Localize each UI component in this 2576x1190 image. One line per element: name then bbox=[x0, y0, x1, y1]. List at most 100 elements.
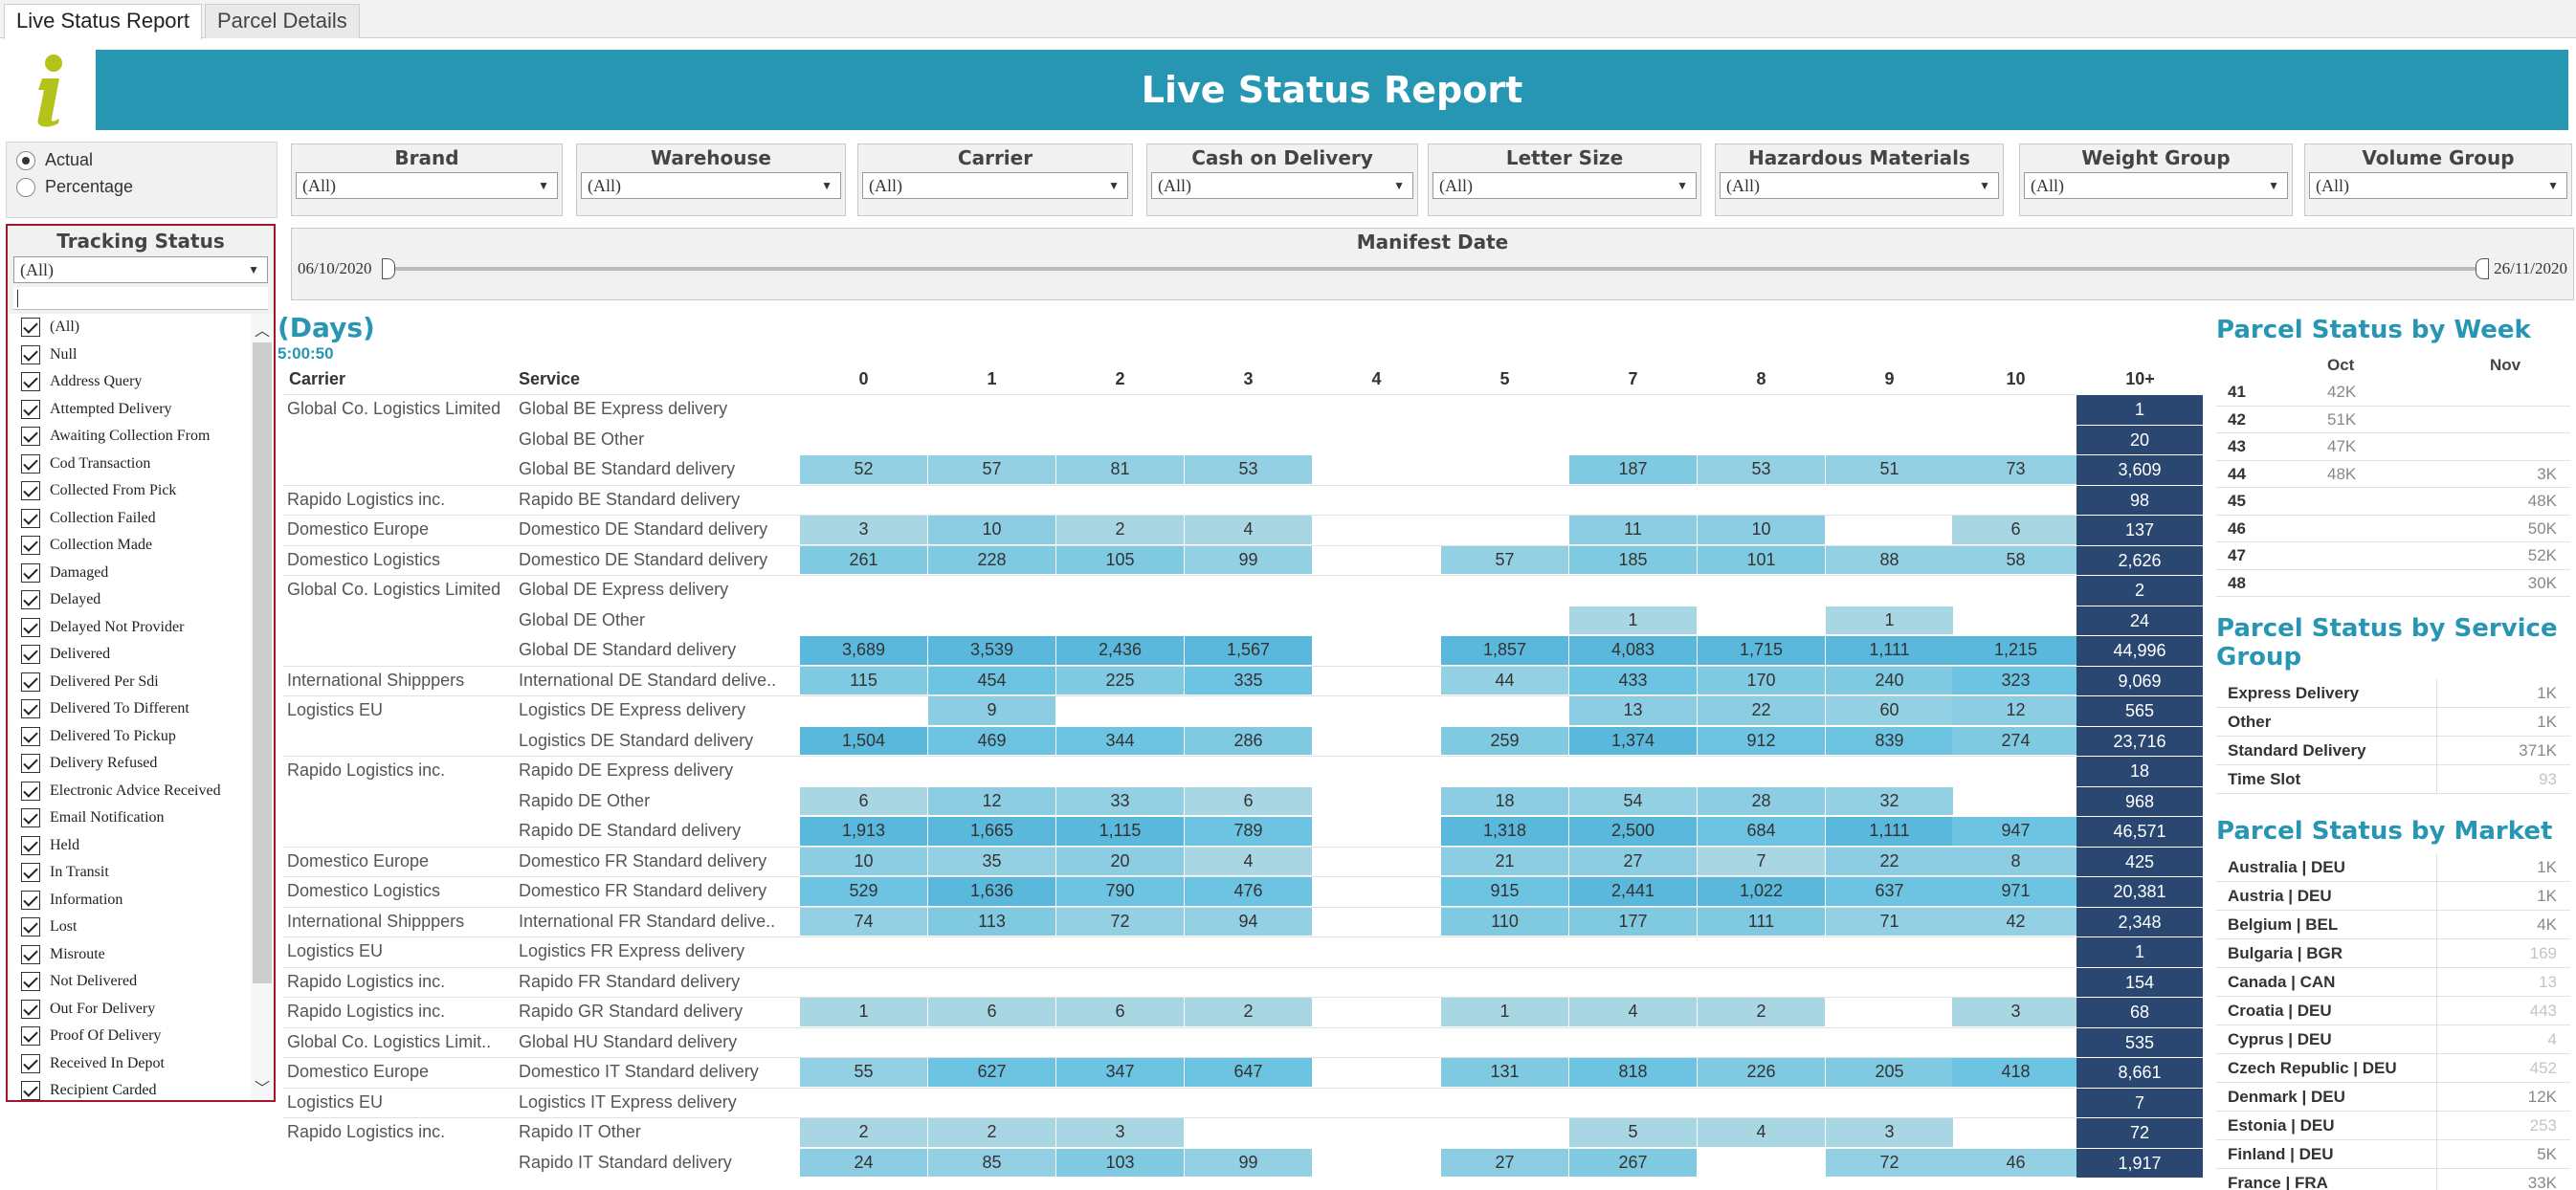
checkbox-checked-icon[interactable] bbox=[21, 481, 40, 501]
day-count-cell[interactable]: 18 bbox=[1441, 786, 1568, 815]
day-count-cell[interactable] bbox=[1569, 757, 1697, 785]
day-count-cell[interactable]: 110 bbox=[1441, 907, 1568, 936]
day-count-cell[interactable] bbox=[1313, 696, 1440, 725]
day-count-cell[interactable] bbox=[1952, 968, 2079, 997]
day-count-cell[interactable]: 85 bbox=[928, 1148, 1055, 1177]
day-count-cell[interactable]: 20 bbox=[1056, 847, 1184, 875]
day-count-cell[interactable] bbox=[1952, 757, 2079, 785]
day-count-cell[interactable]: 4 bbox=[1698, 1118, 1825, 1147]
tracking-status-option[interactable]: Held bbox=[10, 832, 251, 860]
checkbox-checked-icon[interactable] bbox=[21, 617, 40, 637]
day-count-cell[interactable]: 8 bbox=[1952, 847, 2079, 875]
day-count-cell[interactable] bbox=[1313, 1028, 1440, 1057]
day-count-cell[interactable]: 177 bbox=[1569, 907, 1697, 936]
week-nov-value[interactable]: 52K bbox=[2527, 546, 2557, 564]
day-count-cell[interactable] bbox=[1826, 576, 1953, 605]
day-count-cell[interactable]: 52 bbox=[800, 455, 927, 484]
day-count-cell[interactable]: 476 bbox=[1185, 877, 1312, 906]
day-count-cell[interactable] bbox=[1056, 1089, 1184, 1117]
day-count-cell[interactable]: 2 bbox=[1698, 998, 1825, 1026]
day-count-cell[interactable] bbox=[1698, 576, 1825, 605]
day-count-cell[interactable]: 529 bbox=[800, 877, 927, 906]
total-10plus-cell[interactable]: 1,917 bbox=[2076, 1148, 2203, 1178]
day-count-cell[interactable]: 105 bbox=[1056, 545, 1184, 574]
checkbox-checked-icon[interactable] bbox=[21, 453, 40, 474]
day-count-cell[interactable]: 42 bbox=[1952, 907, 2079, 936]
day-count-cell[interactable]: 1 bbox=[1826, 606, 1953, 634]
day-count-cell[interactable]: 1,111 bbox=[1826, 636, 1953, 665]
day-count-cell[interactable] bbox=[1313, 667, 1440, 695]
day-count-cell[interactable]: 9 bbox=[928, 696, 1055, 725]
day-count-cell[interactable]: 57 bbox=[928, 455, 1055, 484]
day-count-cell[interactable] bbox=[1826, 486, 1953, 515]
tracking-status-option[interactable]: Delayed Not Provider bbox=[10, 614, 251, 642]
day-count-cell[interactable]: 46 bbox=[1952, 1148, 2079, 1177]
total-10plus-cell[interactable]: 2 bbox=[2076, 576, 2203, 606]
day-count-cell[interactable] bbox=[1313, 817, 1440, 846]
day-count-cell[interactable]: 469 bbox=[928, 726, 1055, 755]
day-count-cell[interactable] bbox=[928, 426, 1055, 454]
day-count-cell[interactable] bbox=[1441, 606, 1568, 635]
day-count-cell[interactable]: 185 bbox=[1569, 545, 1697, 574]
day-count-cell[interactable]: 44 bbox=[1441, 666, 1568, 694]
checkbox-checked-icon[interactable] bbox=[21, 835, 40, 855]
day-count-cell[interactable]: 6 bbox=[1952, 516, 2079, 544]
tracking-status-dropdown[interactable]: (All) ▼ bbox=[13, 256, 268, 283]
day-count-cell[interactable]: 2,500 bbox=[1569, 817, 1697, 846]
day-count-cell[interactable] bbox=[1952, 1089, 2079, 1117]
day-count-cell[interactable]: 454 bbox=[928, 666, 1055, 694]
day-count-cell[interactable]: 335 bbox=[1185, 666, 1312, 694]
day-count-cell[interactable] bbox=[1952, 1118, 2079, 1147]
total-10plus-cell[interactable]: 1 bbox=[2076, 395, 2203, 425]
tracking-status-option[interactable]: Email Notification bbox=[10, 804, 251, 832]
day-count-cell[interactable]: 53 bbox=[1185, 455, 1312, 484]
day-count-cell[interactable] bbox=[1952, 426, 2079, 454]
day-count-cell[interactable]: 27 bbox=[1441, 1148, 1568, 1177]
tracking-status-option[interactable]: Delivered To Pickup bbox=[10, 723, 251, 751]
tracking-status-option[interactable]: In Transit bbox=[10, 859, 251, 887]
day-count-cell[interactable]: 3 bbox=[1826, 1118, 1953, 1147]
day-count-cell[interactable]: 240 bbox=[1826, 666, 1953, 694]
chevron-down-icon[interactable]: ▼ bbox=[1677, 179, 1688, 192]
day-count-cell[interactable]: 55 bbox=[800, 1058, 927, 1087]
market-row[interactable]: Croatia | DEU 443 bbox=[2216, 997, 2570, 1025]
checkbox-checked-icon[interactable] bbox=[21, 318, 40, 338]
tracking-status-option[interactable]: Attempted Delivery bbox=[10, 396, 251, 424]
day-count-cell[interactable] bbox=[1185, 486, 1312, 515]
day-count-cell[interactable] bbox=[1952, 576, 2079, 605]
tracking-status-option[interactable]: Collected From Pick bbox=[10, 477, 251, 505]
chevron-down-icon[interactable]: ▼ bbox=[2547, 179, 2559, 192]
checkbox-checked-icon[interactable] bbox=[21, 944, 40, 964]
day-count-cell[interactable] bbox=[800, 426, 927, 454]
day-count-cell[interactable]: 1,665 bbox=[928, 817, 1055, 846]
day-count-cell[interactable] bbox=[1313, 395, 1440, 424]
filter-weight-group-dropdown[interactable]: (All) ▼ bbox=[2024, 172, 2288, 199]
day-count-cell[interactable]: 115 bbox=[800, 666, 927, 694]
day-count-cell[interactable] bbox=[1698, 757, 1825, 785]
day-count-cell[interactable]: 261 bbox=[800, 545, 927, 574]
day-count-cell[interactable]: 1,567 bbox=[1185, 636, 1312, 665]
day-count-cell[interactable] bbox=[928, 1089, 1055, 1117]
chevron-down-icon[interactable]: ▼ bbox=[248, 263, 259, 276]
week-nov-value[interactable]: 30K bbox=[2527, 573, 2557, 592]
day-count-cell[interactable] bbox=[800, 937, 927, 966]
day-count-cell[interactable] bbox=[1185, 426, 1312, 454]
date-slider-end-handle[interactable] bbox=[2476, 258, 2489, 279]
total-10plus-cell[interactable]: 8,661 bbox=[2076, 1058, 2203, 1088]
day-count-cell[interactable] bbox=[800, 1089, 927, 1117]
day-count-cell[interactable] bbox=[1313, 546, 1440, 575]
day-count-cell[interactable]: 94 bbox=[1185, 907, 1312, 936]
chevron-down-icon[interactable]: ▼ bbox=[821, 179, 833, 192]
day-count-cell[interactable] bbox=[1569, 395, 1697, 424]
day-count-cell[interactable]: 1,504 bbox=[800, 726, 927, 755]
day-count-cell[interactable] bbox=[1441, 426, 1568, 454]
tracking-status-option[interactable]: Null bbox=[10, 342, 251, 369]
day-count-cell[interactable]: 3,689 bbox=[800, 636, 927, 665]
day-count-cell[interactable]: 286 bbox=[1185, 726, 1312, 755]
week-oct-value[interactable]: 51K bbox=[2327, 409, 2357, 429]
filter-hazardous-dropdown[interactable]: (All) ▼ bbox=[1720, 172, 1999, 199]
total-10plus-cell[interactable]: 72 bbox=[2076, 1118, 2203, 1148]
total-10plus-cell[interactable]: 425 bbox=[2076, 847, 2203, 876]
day-count-cell[interactable]: 1,636 bbox=[928, 877, 1055, 906]
day-count-cell[interactable]: 22 bbox=[1826, 847, 1953, 875]
